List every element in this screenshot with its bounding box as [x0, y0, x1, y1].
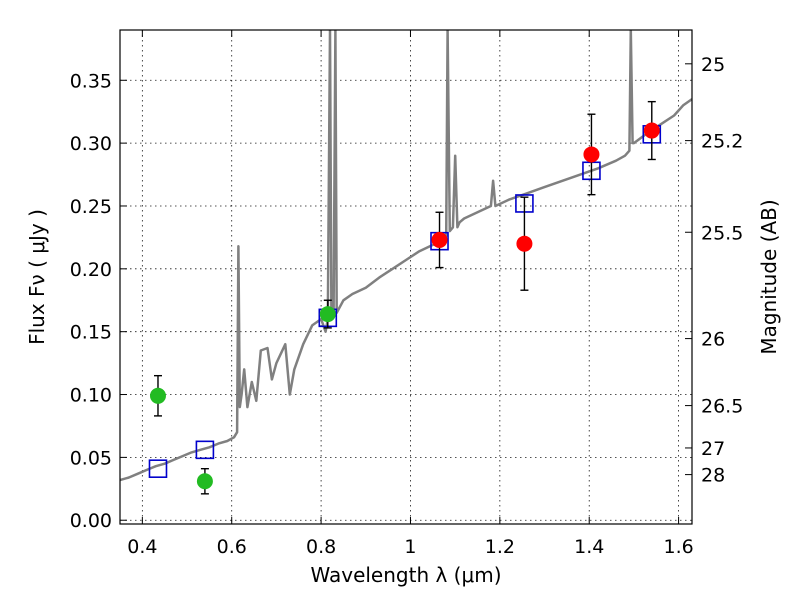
observed-point — [643, 122, 660, 139]
y2-tick-label: 25 — [701, 54, 725, 76]
y-tick-label: 0.05 — [70, 447, 112, 469]
y-tick-label: 0.20 — [70, 259, 112, 281]
observed-point — [196, 473, 213, 490]
x-tick-label: 1.2 — [485, 536, 515, 558]
y-tick-label: 0.10 — [70, 385, 112, 407]
y-tick-label: 0.25 — [70, 196, 112, 218]
y2-tick-label: 25.2 — [701, 131, 743, 153]
plot-data — [120, 30, 692, 495]
grid-lines — [120, 30, 692, 524]
observed-point — [431, 231, 448, 248]
y2-tick-label: 26 — [701, 329, 725, 351]
observed-point — [149, 387, 166, 404]
x-tick-label: 0.8 — [306, 536, 336, 558]
model-photometry-square — [148, 459, 168, 478]
x-tick-label: 0.4 — [127, 536, 157, 558]
plot-frame — [119, 29, 693, 525]
y2-tick-label: 26.5 — [701, 396, 743, 418]
observed-point — [516, 235, 533, 252]
x-tick-label: 1.6 — [663, 536, 693, 558]
y-tick-label: 0.15 — [70, 322, 112, 344]
y2-axis-title: Magnitude (AB) — [757, 199, 781, 354]
axes: 0.4 0.6 0.8 1 1.2 1.4 1.6 0.00 0.05 0.10 0.15 0.20 0… — [70, 30, 743, 558]
y2-tick-label: 28 — [701, 465, 725, 487]
y-tick-label: 0.30 — [70, 133, 112, 155]
x-tick-label: 1 — [404, 536, 416, 558]
x-tick-label: 1.4 — [574, 536, 604, 558]
observed-point — [319, 306, 336, 323]
y2-tick-label: 27 — [701, 438, 725, 460]
model-spectrum-line — [120, 30, 692, 482]
x-axis-title: Wavelength λ (μm) — [310, 563, 501, 587]
y2-tick-label: 25.5 — [701, 222, 743, 244]
y-tick-label: 0.35 — [70, 70, 112, 92]
observed-point — [583, 146, 600, 163]
y-axis-title: Flux Fν ( μJy ) — [25, 209, 49, 345]
model-photometry-square — [195, 440, 215, 460]
x-tick-label: 0.6 — [217, 536, 247, 558]
y-tick-label: 0.00 — [70, 510, 112, 532]
